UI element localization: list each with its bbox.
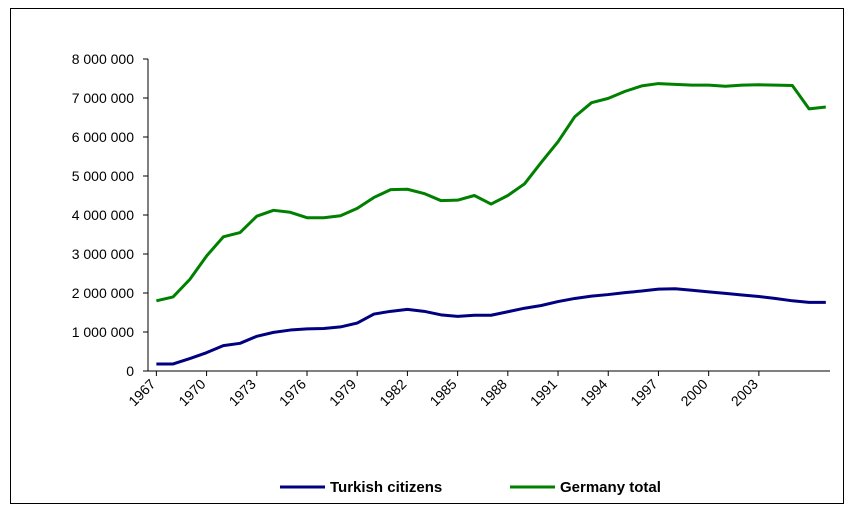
line-series <box>156 287 826 366</box>
legend-label: Turkish citizens <box>330 479 442 496</box>
chart-frame <box>10 8 844 504</box>
y-tick-label: 4 000 000 <box>72 207 134 223</box>
y-tick-label: 0 <box>126 363 134 379</box>
y-tick-label: 2 000 000 <box>72 285 134 301</box>
y-tick-label: 5 000 000 <box>72 168 134 184</box>
y-tick-label: 8 000 000 <box>72 51 134 67</box>
y-tick-label: 1 000 000 <box>72 324 134 340</box>
y-tick-label: 7 000 000 <box>72 90 134 106</box>
y-tick-label: 6 000 000 <box>72 129 134 145</box>
line-series <box>156 82 826 303</box>
y-tick-label: 3 000 000 <box>72 246 134 262</box>
legend-label: Germany total <box>560 479 661 496</box>
